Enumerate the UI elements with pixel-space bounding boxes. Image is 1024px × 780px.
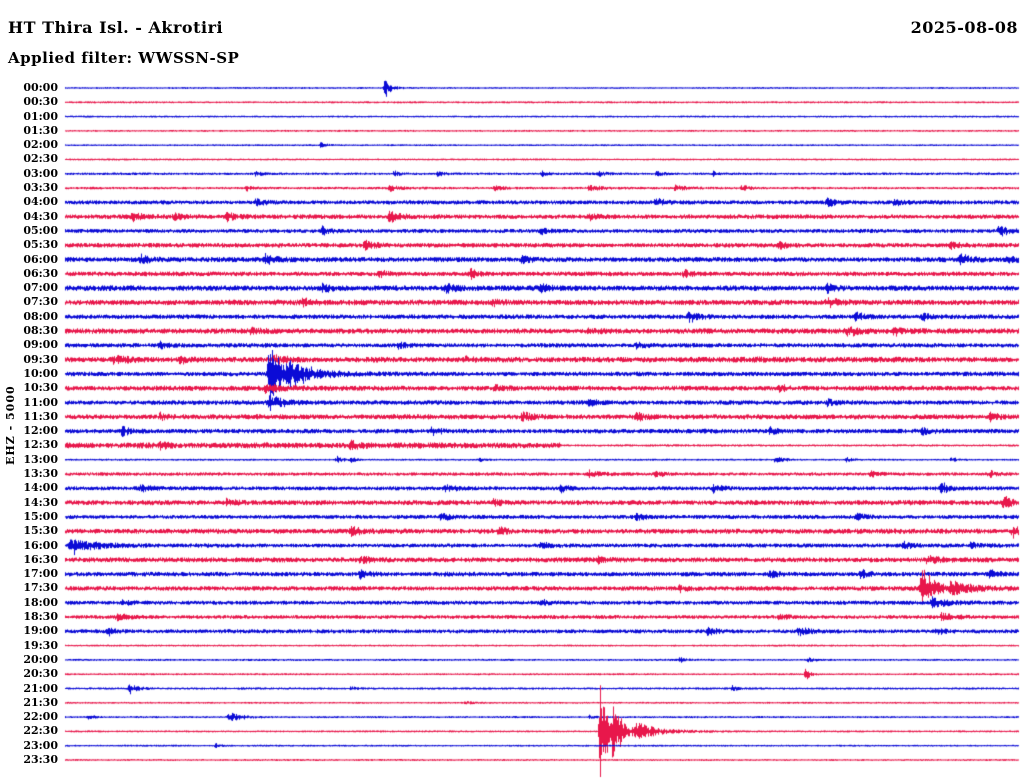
time-label: 13:00 xyxy=(23,452,58,466)
time-label: 22:00 xyxy=(23,710,58,724)
time-label: 15:00 xyxy=(23,509,58,523)
time-label: 04:00 xyxy=(23,195,58,209)
time-label: 03:00 xyxy=(23,166,58,180)
time-label: 11:00 xyxy=(23,395,58,409)
time-label: 13:30 xyxy=(23,467,58,481)
time-label: 10:00 xyxy=(23,366,58,380)
time-label: 03:30 xyxy=(23,181,58,195)
time-label: 17:00 xyxy=(23,567,58,581)
time-label: 19:00 xyxy=(23,624,58,638)
time-label: 15:30 xyxy=(23,524,58,538)
time-label: 18:30 xyxy=(23,610,58,624)
time-label: 06:00 xyxy=(23,252,58,266)
record-date: 2025-08-08 xyxy=(910,18,1018,37)
time-label: 02:00 xyxy=(23,138,58,152)
time-label: 21:00 xyxy=(23,681,58,695)
time-label: 07:30 xyxy=(23,295,58,309)
time-label: 06:30 xyxy=(23,266,58,280)
time-label: 05:00 xyxy=(23,223,58,237)
time-label: 08:00 xyxy=(23,309,58,323)
time-label: 16:30 xyxy=(23,552,58,566)
applied-filter-label: Applied filter: WWSSN-SP xyxy=(8,49,240,67)
time-label: 22:30 xyxy=(23,724,58,738)
time-label: 18:00 xyxy=(23,595,58,609)
time-label: 07:00 xyxy=(23,281,58,295)
time-label: 20:30 xyxy=(23,667,58,681)
time-label: 23:00 xyxy=(23,738,58,752)
time-label: 17:30 xyxy=(23,581,58,595)
time-label: 05:30 xyxy=(23,238,58,252)
time-label: 20:00 xyxy=(23,652,58,666)
station-title: HT Thira Isl. - Akrotiri xyxy=(8,18,224,37)
time-label: 09:30 xyxy=(23,352,58,366)
time-label: 00:30 xyxy=(23,95,58,109)
time-label: 01:30 xyxy=(23,123,58,137)
time-label: 11:30 xyxy=(23,409,58,423)
time-label: 16:00 xyxy=(23,538,58,552)
time-label: 12:30 xyxy=(23,438,58,452)
time-label: 23:30 xyxy=(23,753,58,766)
time-label: 12:00 xyxy=(23,424,58,438)
time-label: 01:00 xyxy=(23,109,58,123)
time-label: 08:30 xyxy=(23,324,58,338)
time-label: 14:30 xyxy=(23,495,58,509)
time-label: 21:30 xyxy=(23,695,58,709)
time-label: 10:30 xyxy=(23,381,58,395)
time-label: 00:00 xyxy=(23,81,58,94)
time-label: 19:30 xyxy=(23,638,58,652)
time-label: 02:30 xyxy=(23,152,58,166)
time-label: 14:00 xyxy=(23,481,58,495)
time-label: 04:30 xyxy=(23,209,58,223)
time-label: 09:00 xyxy=(23,338,58,352)
